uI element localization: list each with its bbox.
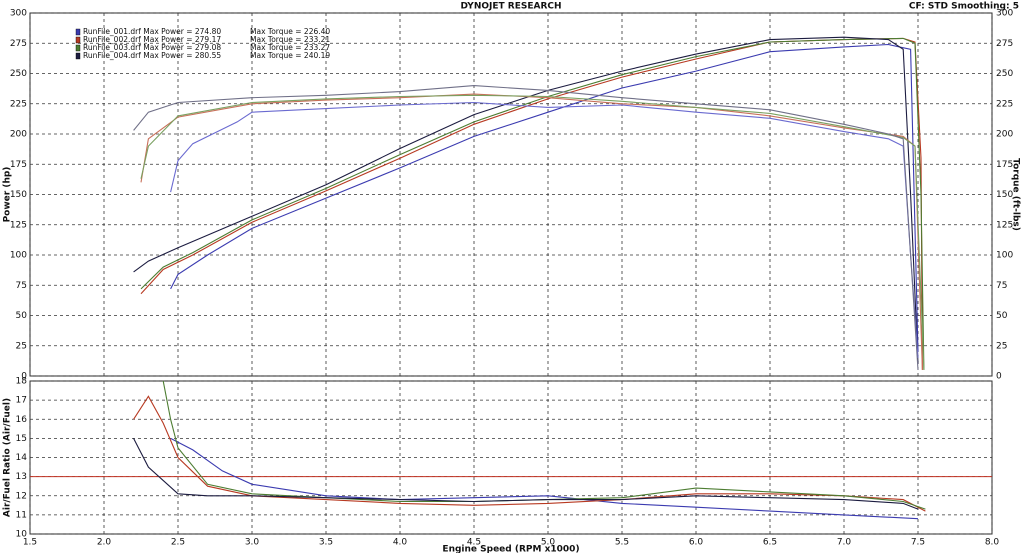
y-tick-label: 18 xyxy=(16,377,28,387)
legend-swatch xyxy=(75,44,81,52)
y-tick-label: 10 xyxy=(16,530,28,540)
y2-tick-label: 225 xyxy=(996,99,1013,109)
y-axis-label: Power (hp) xyxy=(3,167,13,223)
y2-tick-label: 175 xyxy=(996,160,1013,170)
x-tick-label: 8.0 xyxy=(985,538,1000,548)
y-tick-label: 13 xyxy=(16,472,27,482)
series-line xyxy=(170,437,919,520)
x-tick-label: 5.0 xyxy=(541,538,556,548)
y-tick-label: 200 xyxy=(10,130,27,140)
legend-swatch xyxy=(75,36,81,44)
y2-tick-label: 50 xyxy=(996,311,1008,321)
legend-entry: RunFile_003.drf Max Power = 279.08 xyxy=(83,43,221,52)
y2-tick-label: 150 xyxy=(996,190,1013,200)
legend-swatch xyxy=(75,28,81,36)
y-tick-label: 300 xyxy=(10,9,27,19)
x-tick-label: 4.5 xyxy=(467,538,481,548)
series-line xyxy=(133,438,919,510)
x-tick-label: 6.0 xyxy=(689,538,704,548)
x-tick-label: 6.5 xyxy=(763,538,777,548)
series-line xyxy=(140,37,925,370)
y2-tick-label: 250 xyxy=(996,69,1013,79)
y-tick-label: 15 xyxy=(16,434,27,444)
series-line xyxy=(140,94,925,370)
series-line xyxy=(140,37,923,370)
legend-entry: Max Torque = 233.21 xyxy=(250,35,330,44)
x-tick-label: 5.5 xyxy=(615,538,629,548)
y2-tick-label: 25 xyxy=(996,341,1007,351)
x-tick-label: 2.5 xyxy=(171,538,185,548)
legend-entry: RunFile_001.drf Max Power = 274.80 xyxy=(83,27,221,36)
y-tick-label: 175 xyxy=(10,160,27,170)
y2-tick-label: 275 xyxy=(996,39,1013,49)
series-line xyxy=(170,43,919,352)
y-tick-label: 225 xyxy=(10,99,27,109)
x-tick-label: 7.0 xyxy=(837,538,852,548)
y-tick-label: 100 xyxy=(10,251,27,261)
y-tick-label: 0 xyxy=(21,372,27,382)
legend-entry: Max Torque = 233.27 xyxy=(250,43,330,52)
series-line xyxy=(133,85,919,370)
series-line xyxy=(133,36,919,364)
y2-tick-label: 300 xyxy=(996,9,1013,19)
y-tick-label: 11 xyxy=(16,510,27,520)
legend-swatch xyxy=(75,52,81,60)
y2-tick-label: 75 xyxy=(996,281,1007,291)
settings-label: CF: STD Smoothing: 5 xyxy=(909,2,1019,12)
y-tick-label: 125 xyxy=(10,220,27,230)
legend-entry: RunFile_002.drf Max Power = 279.17 xyxy=(83,35,221,44)
legend-entry: Max Torque = 240.19 xyxy=(250,51,330,60)
y2-tick-label: 100 xyxy=(996,251,1013,261)
x-tick-label: 3.5 xyxy=(319,538,333,548)
y-tick-label: 75 xyxy=(16,281,27,291)
legend-entry: Max Torque = 226.40 xyxy=(250,27,330,36)
x-tick-label: 1.5 xyxy=(23,538,37,548)
y2-tick-label: 125 xyxy=(996,220,1013,230)
x-tick-label: 4.0 xyxy=(393,538,408,548)
y-tick-label: 250 xyxy=(10,69,27,79)
y-tick-label: 14 xyxy=(16,453,28,463)
y-tick-label: 50 xyxy=(16,311,28,321)
y-tick-label: 12 xyxy=(16,491,27,501)
x-axis-label: Engine Speed (RPM x1000) xyxy=(442,545,579,553)
y-tick-label: 25 xyxy=(16,341,27,351)
y2-axis-label: Torque (ft-lbs) xyxy=(1011,158,1021,231)
series-line xyxy=(133,395,926,512)
x-tick-label: 7.5 xyxy=(911,538,925,548)
chart-title: DYNOJET RESEARCH xyxy=(460,2,561,12)
series-line xyxy=(170,101,919,358)
y-tick-label: 150 xyxy=(10,190,27,200)
y-axis-label: Air/Fuel Ratio (Air/Fuel) xyxy=(3,398,13,517)
y-tick-label: 17 xyxy=(16,396,27,406)
y-tick-label: 16 xyxy=(16,415,28,425)
legend-entry: RunFile_004.drf Max Power = 280.55 xyxy=(83,51,221,60)
y2-tick-label: 200 xyxy=(996,130,1013,140)
y-tick-label: 275 xyxy=(10,39,27,49)
x-tick-label: 2.0 xyxy=(97,538,112,548)
x-tick-label: 3.0 xyxy=(245,538,260,548)
y2-tick-label: 0 xyxy=(996,372,1002,382)
